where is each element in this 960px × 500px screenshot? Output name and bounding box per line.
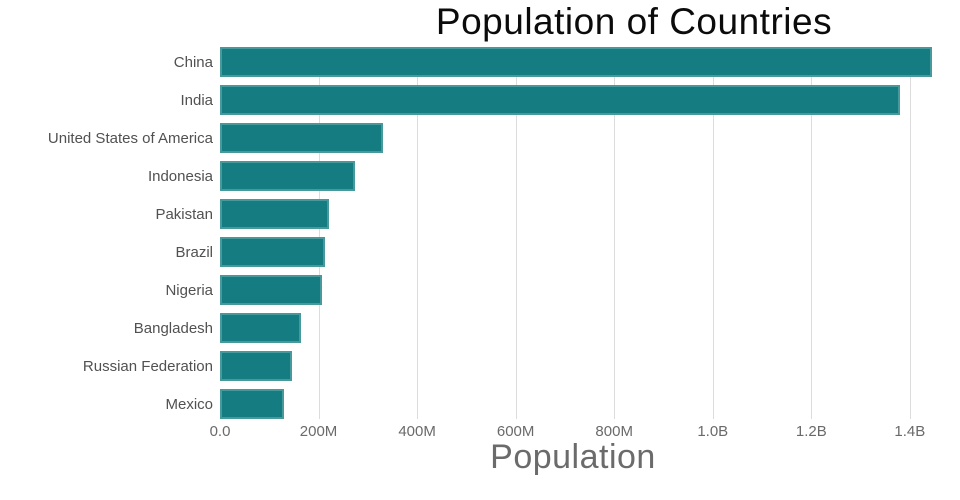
category-label: China	[173, 53, 213, 71]
bar-track	[220, 199, 934, 229]
bar	[220, 389, 284, 419]
category-label: Mexico	[165, 395, 213, 413]
bar-track	[220, 351, 934, 381]
x-tick-label: 1.2B	[795, 423, 827, 440]
bar	[220, 123, 384, 153]
x-tick-label: 200M	[299, 423, 338, 440]
category-label: Brazil	[175, 243, 213, 261]
bar	[220, 161, 355, 191]
category-label: Nigeria	[165, 281, 213, 299]
bar-row: Indonesia	[0, 161, 934, 191]
bar-row: China	[0, 47, 934, 77]
bar-row: Nigeria	[0, 275, 934, 305]
x-tick-label: 600M	[496, 423, 535, 440]
gridline-1.0B	[712, 47, 714, 419]
bar	[220, 199, 329, 229]
gridline-200M	[318, 47, 320, 419]
bar-track	[220, 47, 934, 77]
bar-rows-container: China India United States of America Indone…	[0, 47, 934, 419]
bar-track	[220, 389, 934, 419]
category-label: United States of America	[47, 129, 213, 147]
bar-row: Bangladesh	[0, 313, 934, 343]
bar-row: Brazil	[0, 237, 934, 267]
bar-track	[220, 237, 934, 267]
category-label: Pakistan	[155, 205, 213, 223]
bar-row: Mexico	[0, 389, 934, 419]
x-axis-title: Population	[490, 438, 656, 476]
bar-track	[220, 313, 934, 343]
bar-row: United States of America	[0, 123, 934, 153]
bar-row: Pakistan	[0, 199, 934, 229]
gridline-1.4B	[909, 47, 911, 419]
gridline-400M	[417, 47, 419, 419]
bar-track	[220, 123, 934, 153]
bar-track	[220, 275, 934, 305]
x-tick-label: 800M	[595, 423, 633, 440]
x-tick-label: 1.4B	[894, 423, 926, 440]
x-tick-label: 1.0B	[697, 423, 729, 440]
gridline-1.2B	[811, 47, 813, 419]
category-label: India	[180, 91, 213, 109]
category-label: Russian Federation	[82, 357, 213, 375]
chart-title: Population of Countries	[435, 1, 833, 42]
bar-track	[220, 161, 934, 191]
plot-area-gridlines	[220, 47, 934, 419]
bar	[220, 237, 325, 267]
bar	[220, 47, 932, 77]
bar-row: Russian Federation	[0, 351, 934, 381]
x-tick-label: 0.0	[209, 423, 231, 440]
bar-track	[220, 85, 934, 115]
bar-row: India	[0, 85, 934, 115]
bar	[220, 351, 292, 381]
category-label: Indonesia	[147, 167, 213, 185]
category-label: Bangladesh	[133, 319, 213, 337]
bar	[220, 85, 900, 115]
gridline-600M	[515, 47, 517, 419]
bar	[220, 313, 302, 343]
bar	[220, 275, 322, 305]
gridline-800M	[614, 47, 616, 419]
x-tick-label: 400M	[398, 423, 436, 440]
